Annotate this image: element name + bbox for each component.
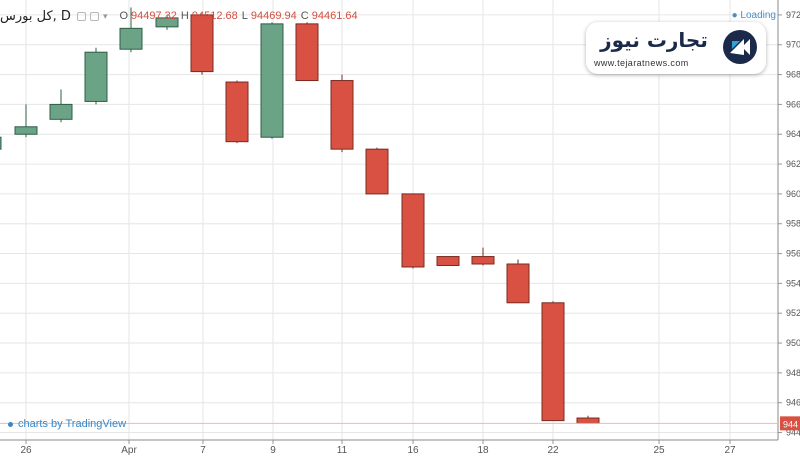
candle-body — [365, 148, 389, 195]
x-tick-label: 25 — [653, 445, 665, 456]
y-tick-label: 958 — [786, 219, 800, 229]
candle-body — [0, 136, 2, 150]
y-tick-label: 968 — [786, 70, 800, 80]
y-tick-label: 954 — [786, 278, 800, 288]
high-label: H — [180, 10, 189, 22]
credit-text[interactable]: charts by TradingView — [18, 418, 127, 430]
settings-square-icon[interactable] — [76, 11, 86, 21]
candle-body — [84, 51, 108, 102]
close-label: C — [300, 10, 309, 22]
x-tick-label: 22 — [547, 445, 559, 456]
candle-body — [436, 256, 460, 266]
x-tick-label: 27 — [724, 445, 736, 456]
last-price-label: 944 — [783, 419, 798, 429]
y-tick-label: 948 — [786, 368, 800, 378]
candle-body — [401, 193, 425, 268]
candle-body — [155, 17, 179, 28]
y-tick-label: 962 — [786, 159, 800, 169]
brand-logo: تجارت نیوز www.tejaratnews.com — [586, 22, 766, 74]
low-label: L — [241, 10, 248, 22]
high-value: 94512.68 — [191, 10, 238, 22]
candle-body — [506, 263, 530, 304]
candle-body — [49, 103, 73, 120]
y-tick-label: 956 — [786, 249, 800, 259]
y-tick-label: 964 — [786, 129, 800, 139]
candle-body — [119, 27, 143, 50]
y-tick-label: 952 — [786, 308, 800, 318]
y-tick-label: 950 — [786, 338, 800, 348]
candle-body — [330, 80, 354, 150]
x-tick-label: Apr — [121, 445, 137, 456]
x-tick-label: 18 — [477, 445, 489, 456]
candle-body — [576, 417, 600, 424]
chevron-down-icon[interactable]: ▾ — [102, 10, 108, 21]
y-tick-label: 944 — [786, 428, 800, 438]
visibility-square-icon[interactable] — [89, 11, 99, 21]
open-value: 94497.32 — [131, 10, 177, 22]
tradingview-credit[interactable]: charts by TradingView — [8, 418, 126, 430]
x-tick-label: 7 — [200, 445, 206, 456]
y-tick-label: 966 — [786, 99, 800, 109]
tradingview-dot-icon — [8, 421, 13, 427]
candle-body — [295, 23, 319, 82]
loading-status: ● Loading — [731, 10, 776, 21]
logo-mark-icon — [723, 30, 757, 64]
symbol-label[interactable]: کل بورس, D — [0, 8, 71, 24]
candle-body — [541, 302, 565, 422]
candle-body — [471, 256, 495, 265]
y-tick-label: 970 — [786, 40, 800, 50]
x-tick-label: 11 — [337, 445, 348, 456]
open-label: O — [119, 10, 129, 22]
loading-label: Loading — [740, 10, 776, 21]
chart-header: کل بورس, D ▾ O 94497.32 H 94512.68 L 944… — [0, 6, 358, 26]
candle-body — [190, 14, 214, 73]
candle-body — [14, 126, 38, 135]
low-value: 94469.94 — [250, 10, 297, 22]
y-tick-label: 972 — [786, 10, 800, 20]
x-tick-label: 26 — [20, 445, 32, 456]
y-tick-label: 946 — [786, 398, 800, 408]
y-tick-label: 960 — [786, 189, 800, 199]
candle-body — [260, 23, 284, 138]
candle-body — [225, 81, 249, 143]
x-tick-label: 16 — [407, 445, 419, 456]
x-tick-label: 9 — [270, 445, 276, 456]
logo-url: www.tejaratnews.com — [594, 58, 689, 68]
last-price-box — [780, 416, 800, 431]
close-value: 94461.64 — [311, 10, 358, 22]
logo-title: تجارت نیوز — [600, 28, 708, 52]
